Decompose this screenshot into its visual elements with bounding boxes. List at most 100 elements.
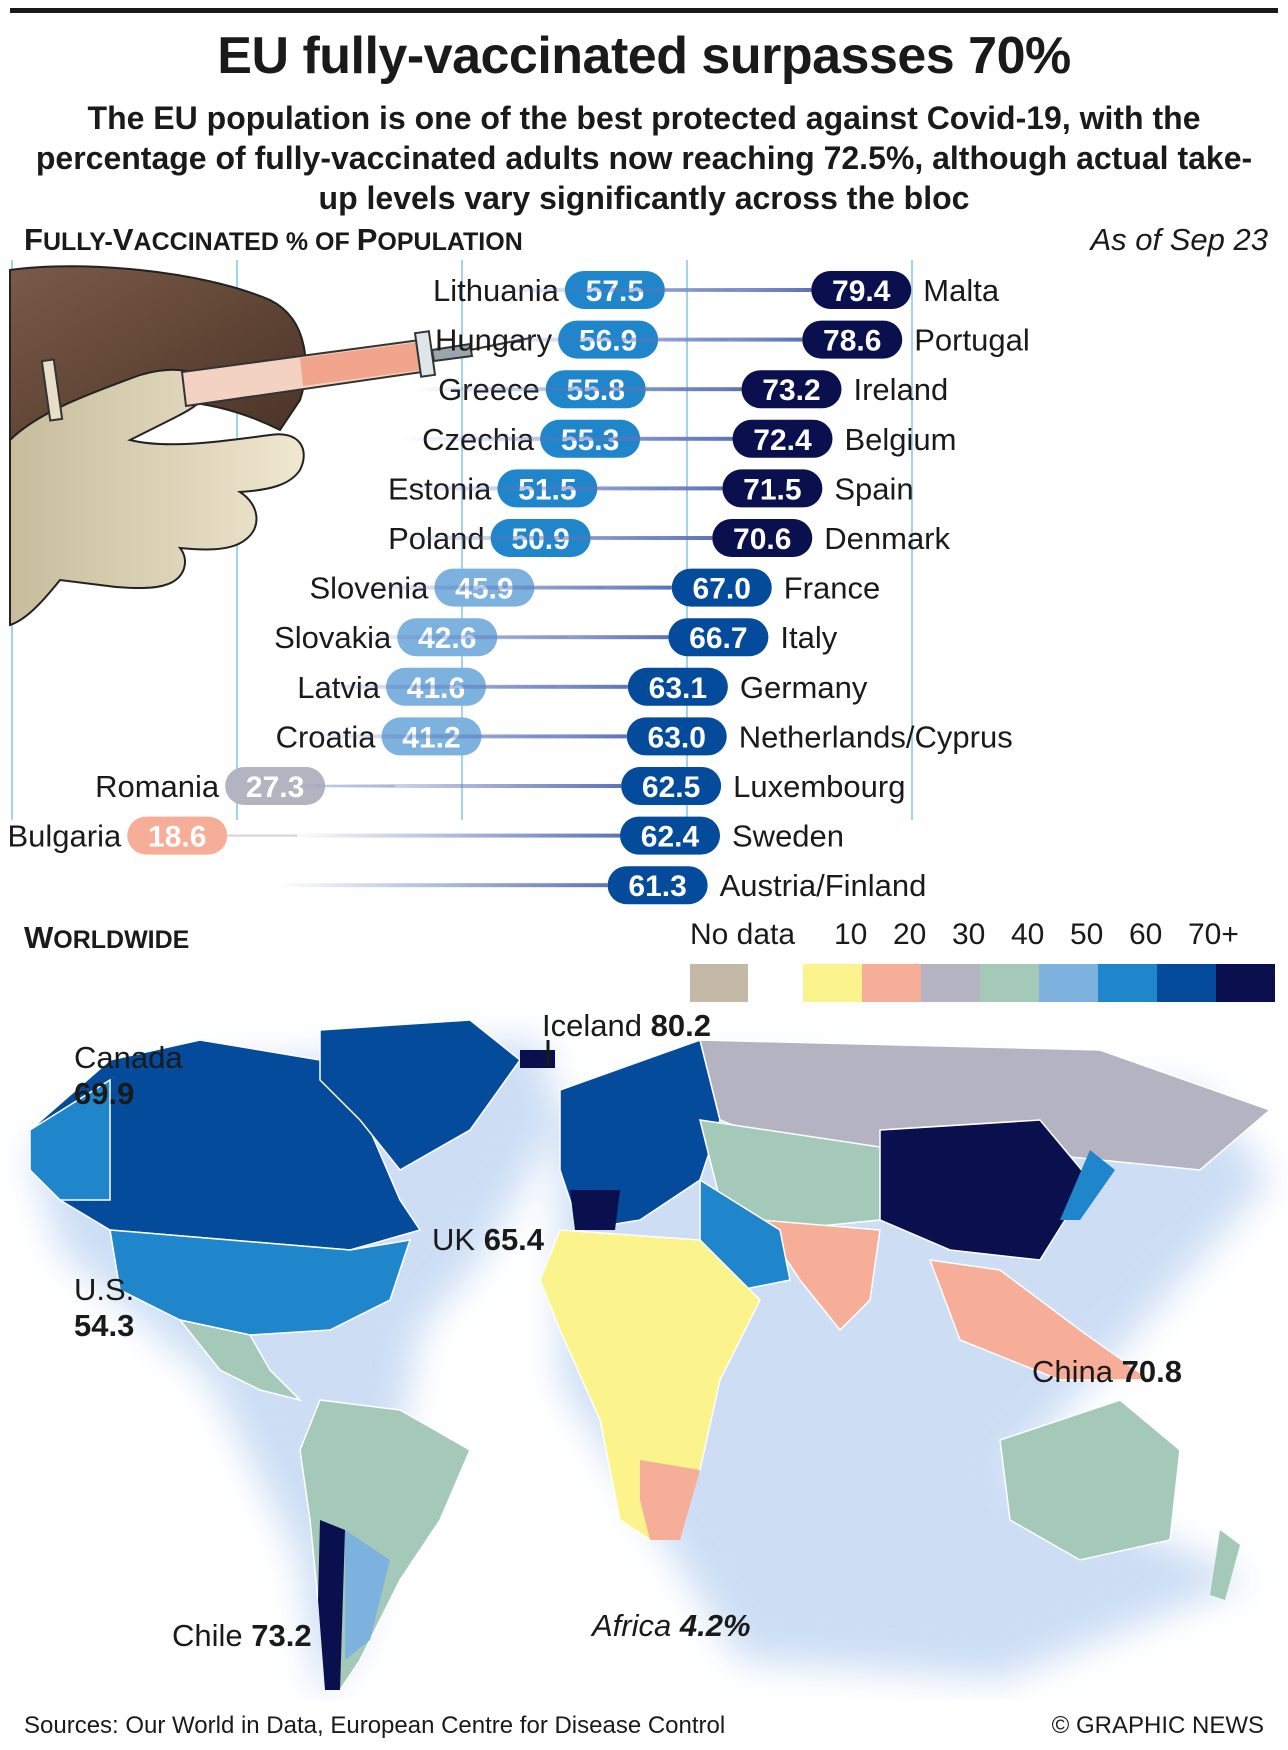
- bar-spain: [722, 469, 823, 508]
- map-central-asia: [698, 1119, 901, 1231]
- value-label-germany: 63.1: [649, 672, 707, 705]
- country-label-germany: Germany: [740, 670, 868, 705]
- bar-austria-finland: [607, 866, 708, 905]
- map-mexico: [178, 1318, 303, 1402]
- stem-france: [341, 585, 672, 590]
- bar-luxembourg: [621, 767, 722, 805]
- bar-denmark: [712, 519, 813, 557]
- value-label-portugal: 78.6: [823, 325, 881, 358]
- map-label-canada: Canada 69.9: [74, 1040, 183, 1111]
- credit-note: © GRAPHIC NEWS: [1051, 1712, 1264, 1739]
- country-label-ireland: Ireland: [854, 372, 949, 407]
- legend-label-40: 40: [1011, 918, 1045, 951]
- map-label-iceland: Iceland 80.2: [542, 1008, 711, 1043]
- country-label-portugal: Portugal: [914, 323, 1029, 358]
- stem-portugal: [472, 337, 803, 342]
- legend-label-70-: 70+: [1188, 918, 1239, 951]
- country-label-spain: Spain: [834, 471, 913, 506]
- map-japan: [1060, 1150, 1115, 1220]
- map-se-asia: [928, 1259, 1153, 1381]
- stem-denmark: [382, 536, 713, 540]
- map-south-asia: [758, 1219, 881, 1332]
- map-china: [879, 1119, 1091, 1261]
- legend-label-20: 20: [893, 918, 927, 951]
- value-label-sweden: 62.4: [641, 821, 700, 854]
- map-label-china: China 70.8: [1032, 1354, 1182, 1389]
- value-label-austria-finland: 61.3: [628, 870, 686, 903]
- value-label-malta: 79.4: [832, 275, 891, 308]
- map-alaska: [29, 1078, 111, 1201]
- value-label-italy: 66.7: [689, 622, 747, 655]
- value-label-netherlands-cyprus: 63.0: [648, 721, 706, 754]
- country-label-italy: Italy: [780, 620, 837, 655]
- legend-no-data-label: No data: [690, 918, 796, 951]
- map-iberia: [570, 1190, 620, 1230]
- syringe-hand-illustration: [9, 265, 531, 627]
- bar-italy: [668, 618, 769, 657]
- map-australia: [999, 1399, 1181, 1561]
- bar-france: [671, 568, 772, 607]
- page-subtitle: The EU population is one of the best pro…: [35, 100, 1253, 216]
- map-label-us: U.S. 54.3: [74, 1272, 135, 1343]
- stem-malta: [481, 288, 812, 292]
- map-label-uk: UK 65.4: [432, 1222, 545, 1257]
- value-label-bulgaria: 18.6: [148, 821, 206, 854]
- world-map: [29, 1019, 1272, 1700]
- bar-bulgaria: [127, 816, 228, 855]
- map-label-chile: Chile 73.2: [172, 1618, 312, 1653]
- bar-ireland: [741, 370, 842, 409]
- map-south-america: [299, 1399, 471, 1692]
- stem-netherlands-cyprus: [296, 734, 627, 739]
- country-label-austria-finland: Austria/Finland: [720, 868, 927, 903]
- legend-swatch-5: [1098, 964, 1157, 1002]
- country-label-belgium: Belgium: [845, 422, 957, 457]
- country-label-netherlands-cyprus: Netherlands/Cyprus: [739, 719, 1013, 754]
- legend-label-60: 60: [1129, 918, 1163, 951]
- stem-sweden: [290, 833, 620, 838]
- value-label-luxembourg: 62.5: [642, 771, 700, 804]
- country-label-denmark: Denmark: [824, 521, 950, 556]
- top-rule: [10, 8, 1278, 13]
- legend-swatch-6: [1157, 964, 1216, 1002]
- legend-no-data-swatch: [690, 964, 748, 1002]
- legend-label-30: 30: [952, 918, 986, 951]
- bar-sweden: [620, 816, 720, 855]
- value-label-france: 67.0: [693, 573, 751, 606]
- value-label-ireland: 73.2: [762, 374, 820, 407]
- country-label-bulgaria: Bulgaria: [8, 819, 122, 854]
- chart-section-label: FULLY-VACCINATED % OF POPULATION: [24, 222, 523, 257]
- sources-note: Sources: Our World in Data, European Cen…: [24, 1712, 726, 1739]
- map-chile: [318, 1520, 345, 1690]
- map-south-africa: [640, 1460, 700, 1540]
- stem-spain: [392, 486, 723, 491]
- right-series-group: 79.4 Malta 78.6 Portugal 73.2 Ireland 72.4 Belg…: [277, 271, 1030, 905]
- map-new-zealand: [1210, 1530, 1240, 1600]
- worldwide-label: WORLDWIDE: [24, 920, 190, 955]
- value-label-spain: 71.5: [743, 473, 801, 506]
- map-legend: No data 10 20 30 40 50 60 70+: [0, 912, 1288, 1007]
- country-label-malta: Malta: [923, 273, 1000, 308]
- stem-ireland: [411, 387, 742, 392]
- map-usa: [109, 1229, 412, 1336]
- bar-belgium: [732, 419, 833, 458]
- legend-swatch-7: [1216, 964, 1275, 1002]
- legend-swatch-3: [980, 964, 1039, 1002]
- bar-germany: [627, 667, 728, 706]
- bar-romania: [225, 767, 326, 805]
- legend-swatch-2: [921, 964, 980, 1002]
- stem-germany: [297, 684, 628, 689]
- legend-label-50: 50: [1070, 918, 1104, 951]
- legend-swatch-0: [803, 964, 862, 1002]
- bar-netherlands-cyprus: [626, 717, 727, 756]
- bar-portugal: [802, 320, 903, 359]
- page-title: EU fully-vaccinated surpasses 70%: [217, 27, 1071, 85]
- eu-vaccination-chart: 57.5Lithuania56.9Hungary55.8Greece55.3Cz…: [8, 260, 1030, 905]
- map-iceland: [520, 1050, 555, 1068]
- stem-belgium: [402, 436, 733, 441]
- country-label-romania: Romania: [95, 769, 220, 804]
- value-label-denmark: 70.6: [733, 523, 791, 556]
- map-argentina: [345, 1530, 390, 1660]
- map-greenland: [319, 1019, 522, 1171]
- legend-swatch-1: [862, 964, 921, 1002]
- stem-luxembourg: [291, 784, 622, 788]
